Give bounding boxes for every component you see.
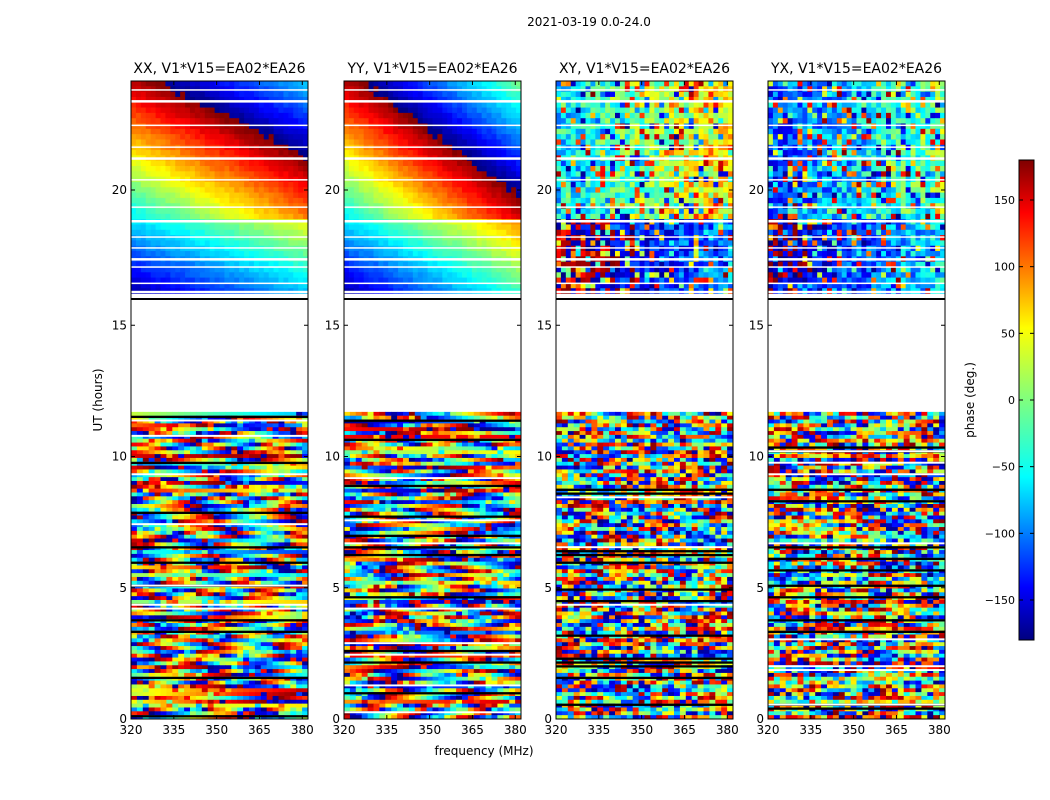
panel-title: XY, V1*V15=EA02*EA26: [559, 61, 730, 77]
colorbar-tick-label: −50: [992, 461, 1015, 474]
colorbar-tick-label: 0: [1008, 394, 1015, 407]
x-tick-label: 365: [461, 723, 484, 737]
y-tick-label: 5: [544, 581, 552, 595]
x-tick-label: 320: [333, 723, 356, 737]
panel-lower-heatmap: [556, 411, 734, 720]
y-tick-label: 0: [119, 712, 127, 726]
panel-upper-heatmap: [556, 81, 734, 294]
x-tick-label: 380: [928, 723, 951, 737]
x-tick-label: 335: [375, 723, 398, 737]
x-tick-label: 320: [545, 723, 568, 737]
y-tick-label: 15: [325, 318, 340, 332]
x-tick-label: 335: [587, 723, 610, 737]
x-tick-label: 320: [120, 723, 143, 737]
colorbar-tick-label: 150: [994, 194, 1015, 207]
x-tick-label: 350: [205, 723, 228, 737]
x-tick-label: 350: [418, 723, 441, 737]
colorbar-tick-label: 50: [1001, 327, 1015, 340]
y-tick-label: 0: [332, 712, 340, 726]
panel-title: YY, V1*V15=EA02*EA26: [346, 61, 517, 77]
y-tick-label: 5: [332, 581, 340, 595]
colorbar-tick-label: 100: [994, 261, 1015, 274]
x-tick-label: 335: [799, 723, 822, 737]
x-axis-label: frequency (MHz): [434, 744, 533, 758]
x-tick-label: 320: [757, 723, 780, 737]
colorbar: phase (deg.) 150 100 50 0 −50 −100 −150: [963, 159, 1035, 641]
y-tick-label: 0: [756, 712, 764, 726]
y-tick-label: 5: [756, 581, 764, 595]
x-tick-label: 350: [630, 723, 653, 737]
y-axis-label: UT (hours): [91, 368, 105, 431]
colorbar-tick-label: −150: [985, 594, 1015, 607]
x-tick-label: 365: [248, 723, 271, 737]
panel-upper-heatmap: [344, 81, 522, 294]
x-tick-label: 350: [842, 723, 865, 737]
y-tick-label: 10: [749, 450, 764, 464]
panel-upper-heatmap: [768, 81, 946, 294]
y-tick-label: 20: [749, 183, 764, 197]
panel-title: XX, V1*V15=EA02*EA26: [133, 61, 305, 77]
y-tick-label: 0: [544, 712, 552, 726]
x-tick-label: 380: [291, 723, 314, 737]
y-tick-label: 10: [537, 450, 552, 464]
panel-lower-heatmap: [768, 411, 946, 720]
y-tick-label: 20: [112, 183, 127, 197]
y-tick-label: 20: [537, 183, 552, 197]
x-tick-label: 380: [504, 723, 527, 737]
panel-upper-heatmap: [131, 81, 309, 294]
y-tick-label: 15: [749, 318, 764, 332]
x-tick-label: 380: [716, 723, 739, 737]
y-tick-label: 15: [112, 318, 127, 332]
y-tick-label: 5: [119, 581, 127, 595]
colorbar-label: phase (deg.): [963, 362, 977, 438]
x-tick-label: 365: [885, 723, 908, 737]
panel-lower-heatmap: [344, 411, 522, 720]
y-tick-label: 15: [537, 318, 552, 332]
x-tick-label: 335: [162, 723, 185, 737]
colorbar-tick-label: −100: [985, 527, 1015, 540]
panel-lower-heatmap: [131, 411, 309, 720]
panel-title: YX, V1*V15=EA02*EA26: [770, 61, 942, 77]
figure-suptitle: 2021-03-19 0.0-24.0: [527, 15, 651, 29]
y-tick-label: 10: [112, 450, 127, 464]
x-tick-label: 365: [673, 723, 696, 737]
y-tick-label: 20: [325, 183, 340, 197]
y-tick-label: 10: [325, 450, 340, 464]
